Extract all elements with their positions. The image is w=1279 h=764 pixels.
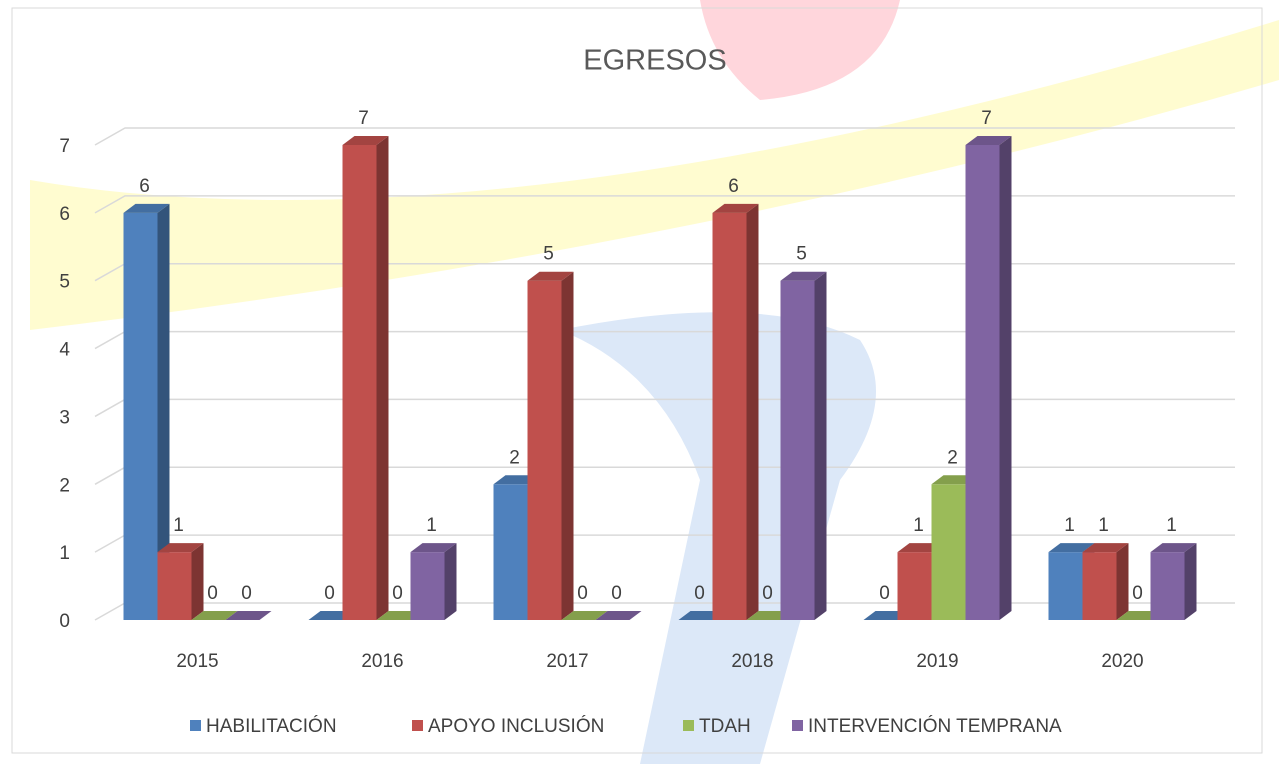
y-tick-label: 3 <box>59 407 70 428</box>
legend-label: HABILITACIÓN <box>206 715 337 737</box>
bar <box>966 145 1000 620</box>
y-tick-label: 7 <box>59 136 70 157</box>
y-tick-label: 1 <box>59 543 70 564</box>
chart-title: EGRESOS <box>583 45 726 77</box>
x-tick-label: 2018 <box>731 651 773 672</box>
legend-label: INTERVENCIÓN TEMPRANA <box>808 715 1062 737</box>
x-tick-label: 2019 <box>916 651 958 672</box>
data-label: 2 <box>509 447 520 468</box>
x-tick-label: 2017 <box>546 651 588 672</box>
bar <box>158 552 192 620</box>
bar <box>494 484 528 620</box>
data-label: 0 <box>577 583 588 604</box>
legend-label: TDAH <box>699 716 751 737</box>
bar <box>898 552 932 620</box>
data-label: 0 <box>1132 583 1143 604</box>
data-label: 7 <box>981 108 992 129</box>
bar-side <box>1185 543 1197 620</box>
bar-side <box>1000 136 1012 620</box>
data-label: 2 <box>947 447 958 468</box>
data-label: 0 <box>324 583 335 604</box>
bar-side <box>815 272 827 620</box>
data-label: 1 <box>913 515 924 536</box>
bar <box>528 281 562 620</box>
data-label: 1 <box>1166 515 1177 536</box>
legend-swatch <box>412 720 423 731</box>
bar <box>1151 552 1185 620</box>
bar-side <box>377 136 389 620</box>
data-label: 6 <box>728 176 739 197</box>
data-label: 6 <box>139 176 150 197</box>
bar-side <box>562 272 574 620</box>
data-label: 0 <box>392 583 403 604</box>
data-label: 1 <box>426 515 437 536</box>
x-tick-label: 2015 <box>176 651 218 672</box>
x-tick-label: 2020 <box>1101 651 1143 672</box>
data-label: 0 <box>879 583 890 604</box>
data-label: 0 <box>611 583 622 604</box>
bar-side <box>445 543 457 620</box>
bar <box>124 213 158 620</box>
legend-swatch <box>792 720 803 731</box>
y-tick-label: 4 <box>59 340 70 361</box>
legend-swatch <box>683 720 694 731</box>
bar-side <box>747 204 759 620</box>
bar <box>713 213 747 620</box>
data-label: 1 <box>173 515 184 536</box>
bar-side <box>1117 543 1129 620</box>
bar <box>411 552 445 620</box>
legend-label: APOYO INCLUSIÓN <box>428 715 604 737</box>
legend-swatch <box>190 720 201 731</box>
bar <box>932 484 966 620</box>
data-label: 5 <box>543 244 554 265</box>
bar-side <box>192 543 204 620</box>
data-label: 7 <box>358 108 369 129</box>
data-label: 0 <box>762 583 773 604</box>
bar <box>781 281 815 620</box>
data-label: 0 <box>241 583 252 604</box>
y-tick-label: 5 <box>59 272 70 293</box>
data-label: 1 <box>1064 515 1075 536</box>
y-tick-label: 6 <box>59 204 70 225</box>
bar <box>1083 552 1117 620</box>
data-label: 0 <box>207 583 218 604</box>
data-label: 5 <box>796 244 807 265</box>
bar <box>343 145 377 620</box>
bar <box>1049 552 1083 620</box>
page: EGRESOS 01234567201520162017201820192020… <box>0 0 1279 764</box>
y-tick-label: 0 <box>59 611 70 632</box>
data-label: 0 <box>694 583 705 604</box>
x-tick-label: 2016 <box>361 651 403 672</box>
y-tick-label: 2 <box>59 475 70 496</box>
data-label: 1 <box>1098 515 1109 536</box>
chart: EGRESOS 01234567201520162017201820192020… <box>0 0 1279 764</box>
